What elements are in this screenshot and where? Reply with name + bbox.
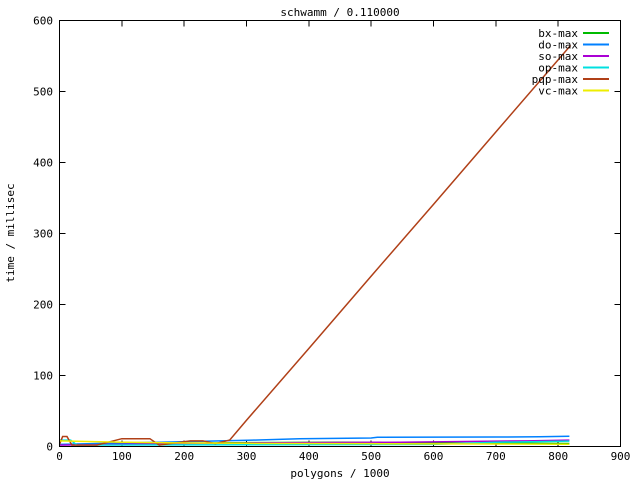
x-tick-label: 600 [424, 450, 444, 463]
y-tick-label: 200 [33, 299, 53, 312]
chart-title: schwamm / 0.110000 [280, 6, 399, 19]
series-line-so-max [59, 439, 570, 446]
axis-ticks: 0 100 200 300 400 500 600 700 800 900 0 100 200 300 40… [33, 15, 630, 464]
y-tick-label: 300 [33, 228, 53, 241]
x-tick-label: 100 [112, 450, 132, 463]
series-line-pqp-max [58, 44, 572, 446]
legend-label-bx-max: bx-max [538, 27, 578, 40]
x-axis-label: polygons / 1000 [290, 467, 389, 480]
legend-label-pqp-max: pqp-max [532, 73, 579, 86]
y-axis-label: time / millisec [4, 183, 17, 282]
y-tick-label: 100 [33, 370, 53, 383]
data-series [58, 44, 572, 446]
series-line-op-max [59, 439, 570, 446]
x-tick-label: 900 [611, 450, 631, 463]
y-tick-label: 400 [33, 157, 53, 170]
x-tick-label: 300 [237, 450, 257, 463]
legend-label-op-max: op-max [538, 62, 578, 75]
x-tick-label: 400 [299, 450, 319, 463]
y-tick-label: 0 [46, 441, 53, 454]
x-tick-label: 700 [486, 450, 506, 463]
y-tick-label: 600 [33, 15, 53, 28]
x-tick-label: 500 [361, 450, 381, 463]
legend-label-vc-max: vc-max [538, 85, 578, 98]
legend-label-do-max: do-max [538, 39, 578, 52]
plot-border [59, 20, 621, 447]
x-tick-label: 800 [548, 450, 568, 463]
legend-label-so-max: so-max [538, 50, 578, 63]
y-tick-label: 500 [33, 86, 53, 99]
x-tick-label: 0 [56, 450, 63, 463]
x-tick-label: 200 [174, 450, 194, 463]
series-line-vc-max [59, 440, 570, 445]
